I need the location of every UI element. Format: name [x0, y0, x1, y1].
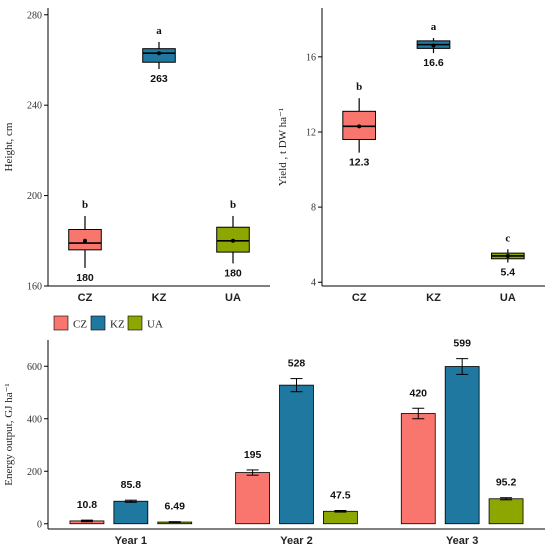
height-box-ua: 180 b UA: [216, 199, 250, 304]
significance-letter: b: [356, 81, 362, 93]
height-box-cz: 180 b CZ: [68, 199, 102, 304]
category-label: KZ: [152, 292, 167, 304]
mean-point: [357, 124, 362, 129]
mean-point: [157, 51, 161, 56]
bar-cz-year-3: 420: [400, 387, 436, 525]
bar-cz-year-2: 195: [235, 449, 270, 525]
energy-y-tick-label: 200: [27, 467, 42, 478]
bar-value-label: 195: [244, 449, 262, 461]
height-y-axis-label: Height, cm: [3, 122, 15, 171]
yield-box-ua: 5.4 c UA: [490, 232, 525, 304]
bar-value-label: 10.8: [77, 499, 98, 511]
bar-kz-year-1: 85.8: [113, 479, 149, 525]
energy-bar-panel: 0 200 400 600 Energy output, GJ ha⁻¹ Year 1 10…: [3, 338, 545, 547]
legend-label: UA: [147, 319, 163, 331]
legend: CZ KZ UA: [53, 315, 163, 331]
legend-label: KZ: [110, 319, 125, 331]
energy-y-axis-label: Energy output, GJ ha⁻¹: [3, 383, 15, 485]
height-y-tick-label: 160: [27, 282, 42, 293]
category-label: KZ: [426, 292, 441, 304]
yield-boxplot-panel: 4 8 12 16 Yield , t DW ha⁻¹ 12.3 b CZ 16.6 a KZ 5.4…: [277, 8, 545, 304]
bar: [488, 498, 524, 525]
mean-point: [83, 238, 87, 243]
bar-value-label: 95.2: [496, 477, 517, 489]
bar: [400, 413, 436, 525]
yield-y-tick-label: 8: [311, 203, 316, 214]
mean-value-label: 180: [224, 267, 242, 279]
category-label: CZ: [78, 292, 93, 304]
category-label: CZ: [352, 292, 367, 304]
category-label: UA: [500, 292, 516, 304]
significance-letter: a: [431, 21, 437, 33]
energy-y-tick-label: 600: [27, 362, 42, 373]
box-iqr: [216, 226, 250, 253]
legend-item-ua: UA: [127, 315, 163, 331]
yield-y-tick-label: 16: [306, 52, 316, 63]
yield-box-cz: 12.3 b CZ: [342, 81, 377, 304]
significance-letter: c: [505, 232, 510, 244]
bar-value-label: 599: [453, 338, 471, 350]
energy-y-tick-label: 400: [27, 414, 42, 425]
legend-swatch: [127, 315, 143, 331]
yield-box-kz: 16.6 a KZ: [416, 21, 451, 304]
bar-value-label: 47.5: [330, 489, 351, 501]
bar-ua-year-1: 6.49: [157, 501, 193, 525]
legend-swatch: [53, 315, 69, 331]
year-label: Year 2: [280, 535, 312, 547]
bar: [279, 384, 314, 525]
year-label: Year 1: [115, 535, 147, 547]
mean-point: [431, 43, 436, 48]
bar-ua-year-3: 95.2: [488, 477, 524, 525]
height-y-tick-label: 280: [27, 10, 42, 21]
box-iqr: [142, 48, 176, 63]
mean-value-label: 16.6: [423, 57, 444, 69]
significance-letter: a: [156, 25, 162, 37]
yield-y-tick-label: 4: [311, 278, 316, 289]
legend-swatch: [90, 315, 106, 331]
year-label: Year 3: [446, 535, 478, 547]
bar-value-label: 6.49: [165, 501, 186, 513]
legend-item-cz: CZ: [53, 315, 87, 331]
bar-ua-year-2: 47.5: [323, 489, 358, 525]
mean-value-label: 180: [76, 272, 94, 284]
bar: [444, 366, 480, 525]
bar-kz-year-3: 599: [444, 338, 480, 525]
mean-point: [231, 238, 235, 243]
bar: [323, 510, 358, 525]
bar-value-label: 85.8: [121, 479, 142, 491]
significance-letter: b: [230, 199, 236, 211]
yield-y-tick-label: 12: [306, 127, 316, 138]
bar-value-label: 528: [288, 358, 306, 370]
box-iqr: [342, 110, 377, 140]
yield-y-axis-label: Yield , t DW ha⁻¹: [277, 108, 289, 186]
mean-value-label: 263: [150, 73, 168, 85]
height-boxplot-panel: 160 200 240 280 Height, cm 180 b CZ 263 a KZ 180 b UA: [3, 8, 270, 304]
significance-letter: b: [82, 199, 88, 211]
height-box-kz: 263 a KZ: [142, 25, 176, 304]
bar: [235, 472, 270, 525]
legend-item-kz: KZ: [90, 315, 125, 331]
mean-point: [505, 253, 510, 258]
energy-y-tick-label: 0: [37, 519, 42, 530]
bar-cz-year-1: 10.8: [69, 499, 105, 525]
bar-value-label: 420: [409, 387, 427, 399]
bar: [113, 500, 149, 525]
height-y-tick-label: 200: [27, 191, 42, 202]
legend-label: CZ: [73, 319, 87, 331]
mean-value-label: 5.4: [501, 267, 516, 279]
bar-kz-year-2: 528: [279, 358, 314, 525]
mean-value-label: 12.3: [349, 157, 370, 169]
category-label: UA: [225, 292, 241, 304]
height-y-tick-label: 240: [27, 101, 42, 112]
